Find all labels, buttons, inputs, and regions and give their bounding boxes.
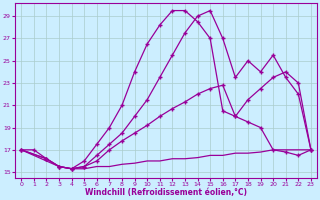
X-axis label: Windchill (Refroidissement éolien,°C): Windchill (Refroidissement éolien,°C) xyxy=(85,188,247,197)
